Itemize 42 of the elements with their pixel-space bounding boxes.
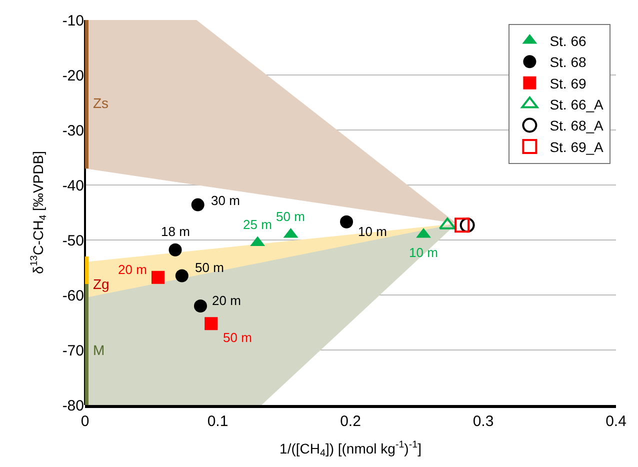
y-tick-label: -10 xyxy=(62,12,84,30)
x-axis-title: 1/([CH$_{4}$]) [(nmol kg$^{-1}$)$^{-1}$] xyxy=(280,439,422,460)
annotation: 18 m xyxy=(161,224,190,239)
annotation: 10 m xyxy=(358,224,387,239)
annotation: 50 m xyxy=(223,330,252,345)
x-tick-label: 0.3 xyxy=(472,413,494,430)
annotation: 25 m xyxy=(243,217,272,232)
x-tick-label: 0.4 xyxy=(606,413,626,430)
point xyxy=(175,269,188,282)
annotation: 50 m xyxy=(195,260,224,275)
annotation: 20 m xyxy=(212,293,241,308)
point xyxy=(460,218,475,233)
legend-label: St. 69_A xyxy=(550,138,604,155)
point xyxy=(340,215,354,228)
x-tick-label: 0 xyxy=(80,413,90,430)
y-tick-label: -20 xyxy=(62,67,84,84)
y-tick-label: -70 xyxy=(62,342,84,360)
annotation: 20 m xyxy=(118,262,147,277)
y-tick-label: -30 xyxy=(62,122,84,140)
legend-label: St. 66_A xyxy=(550,96,604,113)
annotation: 50 m xyxy=(276,209,305,224)
point xyxy=(168,243,182,256)
x-tick-label: 0.2 xyxy=(340,413,361,430)
point xyxy=(454,218,470,233)
annotation: M xyxy=(93,342,105,358)
legend-label: St. 66 xyxy=(550,32,586,49)
point xyxy=(204,317,218,330)
annotation: Zg xyxy=(93,276,110,292)
y-tick-label: -60 xyxy=(62,287,84,304)
legend-label: St. 68_A xyxy=(550,118,604,134)
point xyxy=(191,198,204,212)
point xyxy=(152,270,165,284)
annotation: 10 m xyxy=(409,245,438,260)
legend-label: St. 68 xyxy=(550,54,586,70)
y-tick-label: -50 xyxy=(62,232,84,250)
legend-label: St. 69 xyxy=(550,75,586,92)
y-tick-label: -40 xyxy=(62,177,84,194)
y-tick-label: -80 xyxy=(62,397,84,414)
annotation: 30 m xyxy=(211,193,240,208)
annotation: Zs xyxy=(93,95,109,111)
x-tick-label: 0.1 xyxy=(207,413,228,430)
point xyxy=(194,300,207,312)
